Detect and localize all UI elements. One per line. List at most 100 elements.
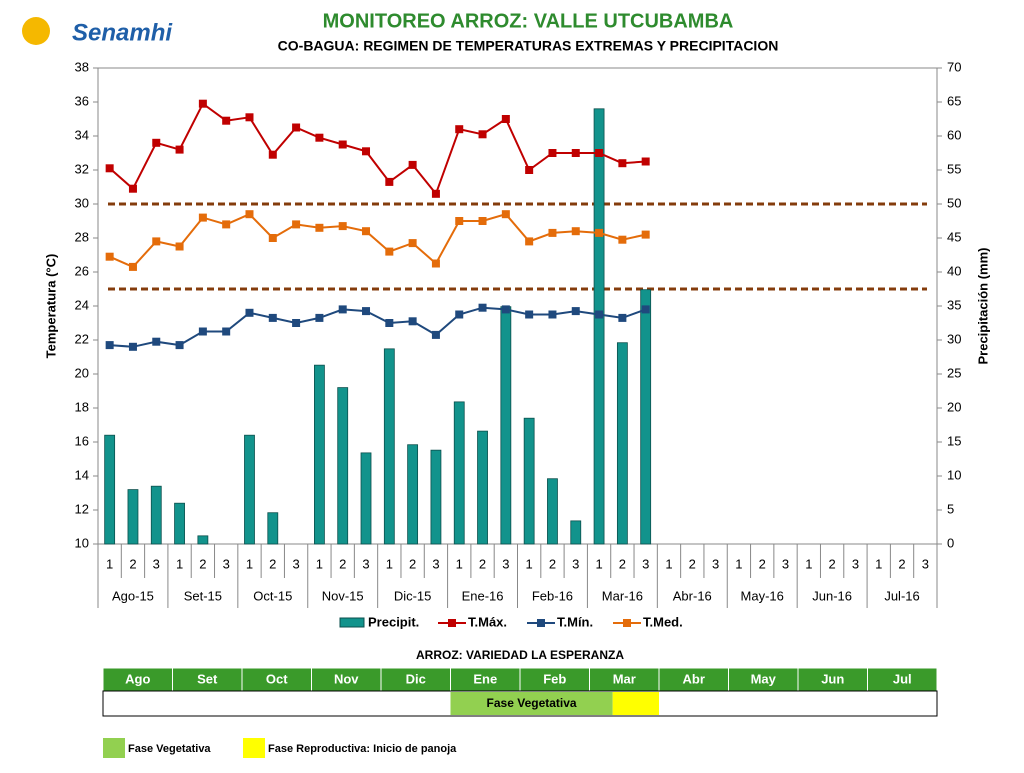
marker [105,341,114,350]
month-label: Abr-16 [673,588,712,603]
marker [385,319,394,327]
logo-sun [22,17,50,45]
month-label: Ene-16 [462,588,504,603]
x-tick-label: 3 [432,556,439,571]
x-tick-label: 3 [362,556,369,571]
marker [408,160,417,169]
x-tick-label: 2 [619,556,626,571]
marker [641,157,650,166]
x-tick-label: 1 [386,556,393,571]
marker [618,313,627,322]
x-tick-label: 1 [595,556,602,571]
month-cell-label: Oct [266,671,288,686]
x-tick-label: 2 [898,556,905,571]
bar [430,449,442,545]
marker [198,213,207,222]
month-label: May-16 [741,588,784,603]
marker [385,247,394,256]
y2-tick-label: 40 [947,263,961,278]
marker [292,123,301,132]
y-tick-label: 12 [75,501,89,516]
month-label: Ago-15 [112,588,154,603]
marker [478,303,487,312]
x-tick-label: 1 [246,556,253,571]
legend-swatch [623,619,631,627]
bar [360,452,372,545]
marker [548,310,557,319]
legend-swatch [537,619,545,627]
marker [105,252,114,261]
bar [547,478,558,545]
y2-tick-label: 10 [947,467,961,482]
y2-tick-label: 0 [947,535,954,550]
y-tick-label: 18 [75,399,89,414]
marker [595,310,604,319]
bar [197,535,209,545]
x-tick-label: 1 [176,556,183,571]
x-tick-label: 3 [642,556,649,571]
marker [385,177,394,186]
y2-tick-label: 55 [947,161,961,176]
marker [222,327,231,336]
marker [315,313,324,322]
y-tick-label: 30 [75,195,89,210]
phase-bar [450,692,613,715]
y-tick-label: 26 [75,263,89,278]
marker [641,305,650,314]
y2-tick-label: 15 [947,433,961,448]
marker [455,125,464,134]
x-tick-label: 3 [782,556,789,571]
x-tick-label: 1 [735,556,742,571]
bar [383,348,395,545]
marker [315,133,324,142]
marker [362,227,371,236]
x-tick-label: 3 [223,556,230,571]
bar [174,502,185,545]
x-tick-label: 2 [689,556,696,571]
y-tick-label: 32 [75,161,89,176]
marker [525,166,534,174]
marker [431,330,440,339]
bar [523,417,535,545]
bar [616,342,628,545]
marker [362,147,371,156]
y-tick-label: 36 [75,93,89,108]
y-tick-label: 20 [75,365,89,380]
x-tick-label: 2 [269,556,276,571]
legend-label: T.Med. [643,614,683,629]
marker [548,149,557,157]
bar [477,430,488,545]
month-label: Jul-16 [884,588,919,603]
y-tick-label: 16 [75,433,89,448]
x-tick-label: 2 [759,556,766,571]
month-label: Mar-16 [602,588,643,603]
x-tick-label: 3 [502,556,509,571]
x-tick-label: 1 [456,556,463,571]
y2-tick-label: 70 [947,59,961,74]
line [109,213,646,269]
y-tick-label: 22 [75,331,89,346]
x-tick-label: 2 [409,556,416,571]
marker [152,237,161,246]
bar [640,289,652,545]
marker [175,341,184,350]
phase-legend-label: Fase Vegetativa [128,743,211,755]
bar [500,306,512,545]
bar [593,108,605,545]
legend-label: T.Mín. [557,614,593,629]
logo: Senamhi [72,19,173,46]
marker [268,313,277,322]
month-cell-label: Abr [683,671,705,686]
month-cell-label: Nov [334,671,359,686]
legend-swatch [339,617,365,628]
marker [408,239,417,248]
marker [245,210,254,219]
month-label: Jun-16 [812,588,852,603]
y-axis-label: Temperatura (°C) [43,254,58,359]
marker [292,319,301,327]
chart-subtitle: CO-BAGUA: REGIMEN DE TEMPERATURAS EXTREM… [278,38,779,54]
chart-title: MONITOREO ARROZ: VALLE UTCUBAMBA [323,10,734,32]
marker [362,307,371,316]
y2-axis-label: Precipitación (mm) [975,247,990,364]
phase-bar [612,692,659,715]
